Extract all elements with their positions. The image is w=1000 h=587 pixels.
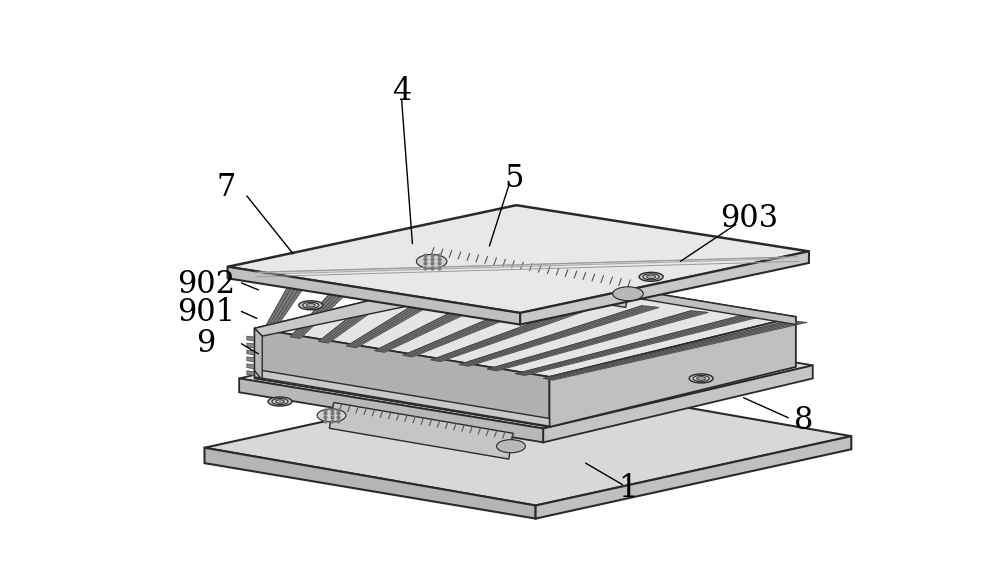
Polygon shape (431, 301, 610, 362)
Ellipse shape (275, 400, 284, 403)
Polygon shape (487, 311, 708, 371)
Text: 8: 8 (794, 405, 813, 436)
Ellipse shape (693, 376, 709, 382)
Ellipse shape (272, 399, 288, 404)
Ellipse shape (317, 409, 346, 422)
Polygon shape (247, 350, 258, 355)
Polygon shape (247, 336, 258, 342)
Text: 9: 9 (196, 328, 216, 359)
Polygon shape (255, 328, 549, 427)
Ellipse shape (697, 377, 706, 380)
Ellipse shape (303, 302, 319, 308)
Polygon shape (459, 306, 659, 366)
Ellipse shape (268, 397, 292, 406)
Text: 903: 903 (721, 203, 779, 234)
Ellipse shape (497, 440, 525, 453)
Polygon shape (543, 365, 813, 443)
Polygon shape (228, 205, 809, 313)
Ellipse shape (416, 255, 447, 268)
Polygon shape (290, 276, 363, 339)
Text: 1: 1 (618, 473, 638, 504)
Text: 4: 4 (392, 76, 411, 107)
Polygon shape (247, 343, 258, 349)
Polygon shape (247, 364, 258, 369)
Text: 5: 5 (504, 163, 524, 194)
Ellipse shape (613, 287, 643, 301)
Polygon shape (543, 321, 807, 380)
Polygon shape (347, 286, 462, 348)
Polygon shape (205, 379, 851, 505)
Text: 7: 7 (216, 172, 236, 203)
Text: 902: 902 (177, 269, 235, 300)
Polygon shape (502, 268, 796, 325)
Polygon shape (247, 357, 258, 362)
Polygon shape (318, 281, 413, 343)
Polygon shape (375, 291, 511, 352)
Polygon shape (429, 248, 630, 308)
Text: 901: 901 (177, 298, 235, 329)
Polygon shape (549, 317, 796, 427)
Polygon shape (205, 448, 536, 518)
Ellipse shape (643, 274, 659, 280)
Polygon shape (255, 369, 549, 426)
Polygon shape (255, 268, 549, 336)
Polygon shape (536, 436, 851, 518)
Polygon shape (239, 379, 543, 443)
Polygon shape (403, 296, 561, 357)
Polygon shape (520, 251, 809, 325)
Ellipse shape (647, 275, 656, 279)
Polygon shape (239, 315, 813, 429)
Polygon shape (228, 266, 520, 325)
Polygon shape (329, 403, 513, 459)
Ellipse shape (299, 301, 323, 310)
Polygon shape (262, 271, 314, 334)
Polygon shape (255, 328, 262, 380)
Ellipse shape (639, 272, 663, 281)
Ellipse shape (689, 374, 713, 383)
Polygon shape (247, 371, 258, 376)
Ellipse shape (306, 303, 315, 307)
Polygon shape (255, 268, 796, 377)
Polygon shape (515, 316, 758, 376)
